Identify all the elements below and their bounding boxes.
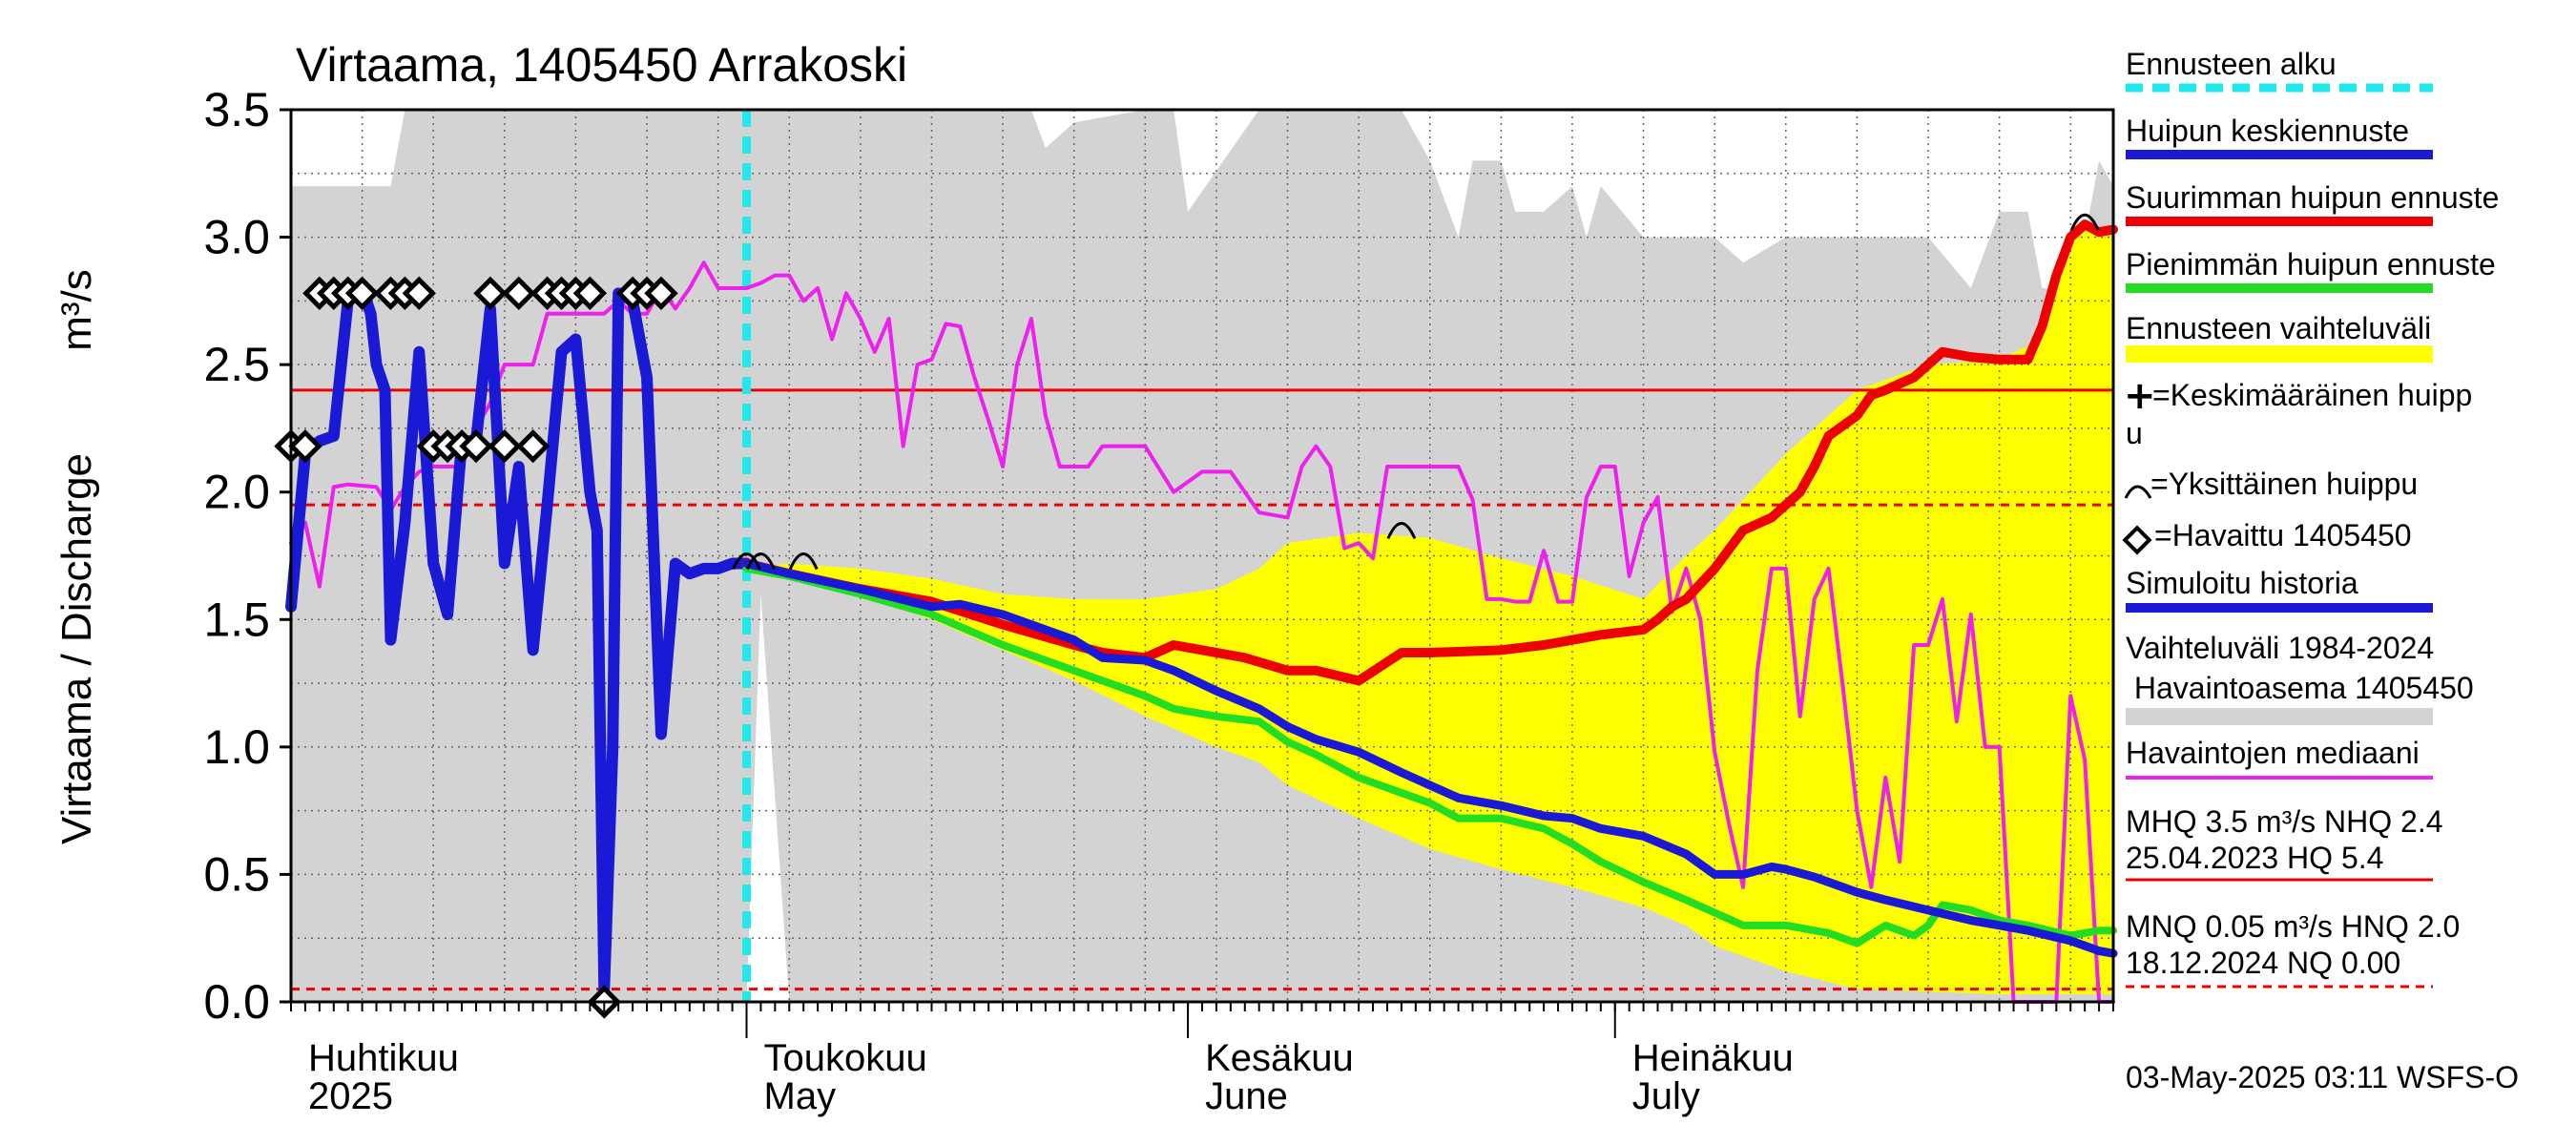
legend-station: Havaintoasema 1405450 xyxy=(2126,671,2474,705)
single-peak-marker xyxy=(732,552,761,571)
plus-icon: + xyxy=(2124,374,2156,418)
legend-mean-peak-forecast: Huipun keskiennuste xyxy=(2126,114,2409,148)
chart-title: Virtaama, 1405450 Arrakoski xyxy=(296,38,907,92)
y-tick-label: 1.0 xyxy=(203,720,270,774)
legend-mean-peak-wrap: u xyxy=(2126,416,2143,450)
stats-mnq: MNQ 0.05 m³/s HNQ 2.0 xyxy=(2126,909,2460,944)
legend-simulated-history: Simuloitu historia xyxy=(2126,566,2358,600)
observed-point xyxy=(473,276,508,311)
legend-single-peak: =Yksittäinen huippu xyxy=(2150,467,2418,501)
single-peak-marker xyxy=(2069,213,2100,231)
legend-observed-median: Havaintojen mediaani xyxy=(2126,736,2420,770)
x-month-label: Kesäkuu xyxy=(1205,1037,1354,1079)
stats-mhq-date: 25.04.2023 HQ 5.4 xyxy=(2126,841,2383,875)
y-tick-label: 0.5 xyxy=(203,847,270,901)
single-peak-icon xyxy=(2124,485,2152,499)
observed-point xyxy=(459,428,493,464)
series-line-pienimmän-huipun-ennuste xyxy=(742,564,2117,947)
observed-point xyxy=(488,428,522,464)
legend-history-range-swatch xyxy=(2126,708,2433,725)
y-tick-label: 3.5 xyxy=(203,83,270,136)
legend-max-peak-forecast: Suurimman huipun ennuste xyxy=(2126,180,2499,215)
single-peak-marker xyxy=(746,552,776,571)
legend-forecast-start: Ennusteen alku xyxy=(2126,47,2337,81)
y-tick-label: 2.0 xyxy=(203,466,270,519)
x-month-sublabel: June xyxy=(1205,1075,1288,1117)
forecast-range-band xyxy=(746,224,2113,994)
y-axis-unit: m³/s xyxy=(53,269,100,351)
legend: Ennusteen alku Huipun keskiennuste Suuri… xyxy=(2122,47,2499,989)
observed-point xyxy=(402,276,436,311)
x-month-label: Huhtikuu xyxy=(308,1037,459,1079)
single-peak-marker xyxy=(788,552,819,571)
y-tick-label: 2.5 xyxy=(203,338,270,391)
x-month-sublabel: July xyxy=(1632,1075,1700,1117)
y-tick-label: 0.0 xyxy=(203,975,270,1029)
legend-forecast-range: Ennusteen vaihteluväli xyxy=(2126,311,2431,345)
observed-point xyxy=(515,428,551,464)
single-peak-marker xyxy=(1386,522,1417,540)
observed-point xyxy=(644,276,678,311)
legend-mean-peak: =Keskimääräinen huipp xyxy=(2152,378,2472,412)
series-line-havaintojen-mediaani xyxy=(289,260,2115,1004)
stats-mnq-date: 18.12.2024 NQ 0.00 xyxy=(2126,946,2400,980)
y-tick-label: 1.5 xyxy=(203,593,270,646)
legend-forecast-range-swatch xyxy=(2126,345,2433,363)
observed-point xyxy=(344,276,380,311)
footer-timestamp: 03-May-2025 03:11 WSFS-O xyxy=(2126,1060,2519,1094)
x-month-label: Toukokuu xyxy=(764,1037,927,1079)
legend-observed: =Havaittu 1405450 xyxy=(2154,518,2412,552)
x-month-label: Heinäkuu xyxy=(1632,1037,1794,1079)
y-tick-label: 3.0 xyxy=(203,211,270,264)
observed-point xyxy=(572,276,608,311)
series-line-suurimman-huipun-ennuste xyxy=(741,219,2118,686)
observed-point xyxy=(288,428,322,464)
stats-mhq: MHQ 3.5 m³/s NHQ 2.4 xyxy=(2126,804,2443,839)
legend-min-peak-forecast: Pienimmän huipun ennuste xyxy=(2126,247,2496,281)
x-month-sublabel: 2025 xyxy=(308,1075,393,1117)
observed-point xyxy=(502,276,536,311)
diamond-icon xyxy=(2122,525,2152,555)
legend-history-range: Vaihteluväli 1984-2024 xyxy=(2126,631,2434,665)
x-month-sublabel: May xyxy=(764,1075,837,1117)
y-axis-label: Virtaama / Discharge xyxy=(53,453,100,844)
series-line-huipun-keskiennuste xyxy=(742,559,2118,958)
